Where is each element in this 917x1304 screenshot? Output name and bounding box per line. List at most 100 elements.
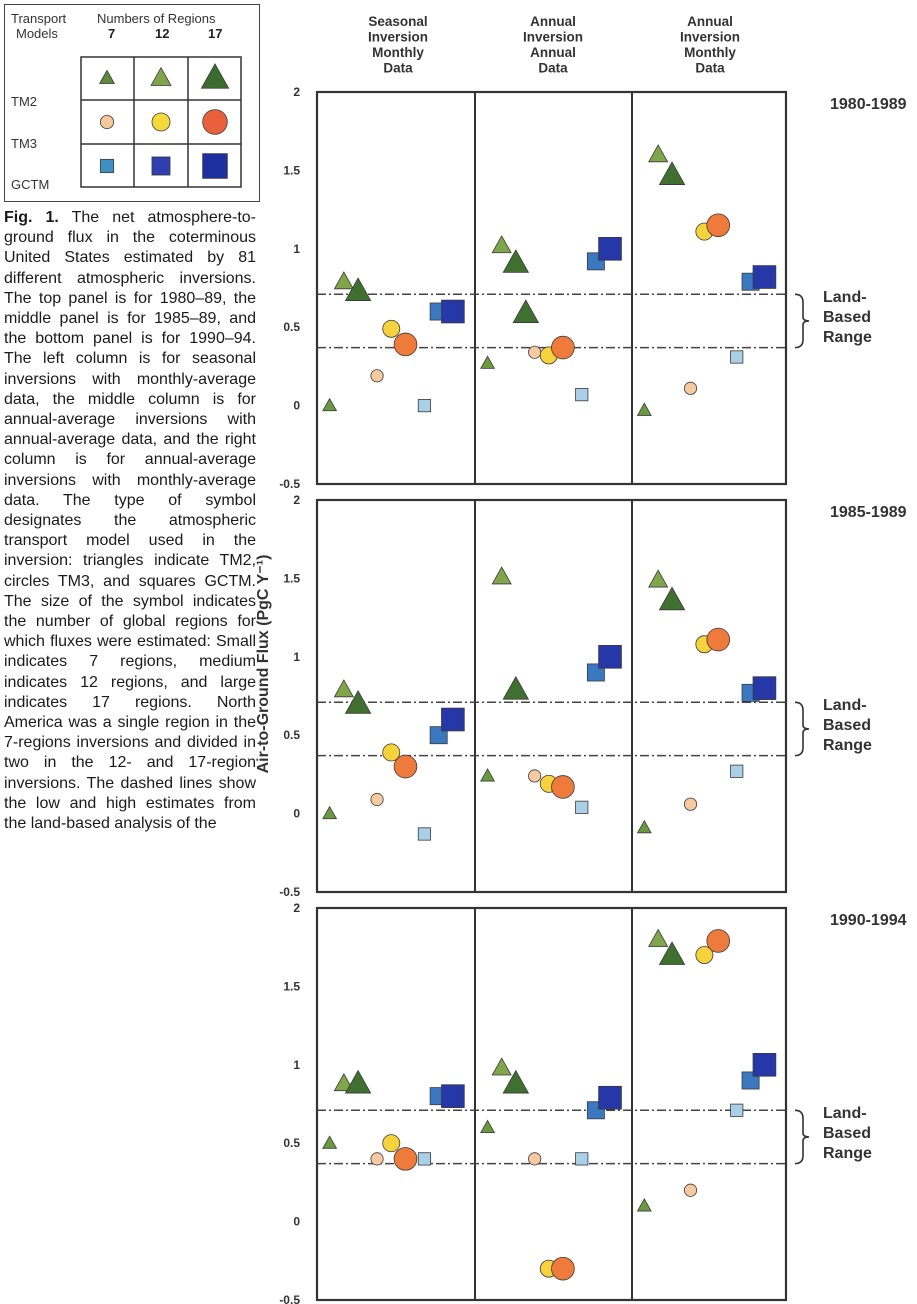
point-tm2-17-regions: [344, 1069, 372, 1094]
column-header-3-line-4: Data: [695, 61, 725, 76]
point-tm2-7-regions: [636, 402, 652, 416]
point-tm2-7-regions: [322, 1135, 338, 1149]
land-based-range-label: Land-: [823, 697, 867, 714]
point-tm2-12-regions: [491, 1057, 512, 1076]
point-tm2-12-regions: [648, 928, 669, 947]
column-header-3-line-3: Monthly: [684, 45, 736, 60]
panel-1990-1994: 2 1.5 1 0.5 0 -0.5 1990-1994 Land- Based Range: [279, 901, 906, 1304]
point-gctm-17-regions: [441, 707, 465, 732]
point-tm3-17-regions: [706, 627, 731, 652]
legend-model-tm3: TM3: [11, 136, 37, 151]
point-tm3-17-regions: [393, 1147, 418, 1171]
caption-text: The net atmosphere-to-ground flux in the…: [4, 209, 256, 833]
column-header-3-line-2: Inversion: [680, 30, 740, 45]
column-header-1-line-2: Inversion: [368, 30, 428, 45]
legend-tm2-7-symbol: [98, 69, 116, 84]
column-header-1-line-4: Data: [383, 61, 413, 76]
legend-tm2-12-symbol: [150, 66, 172, 86]
point-tm2-12-regions: [333, 271, 354, 290]
point-gctm-17-regions: [441, 299, 465, 324]
land-based-brace: [794, 293, 810, 349]
point-tm2-7-regions: [480, 768, 496, 782]
point-tm2-17-regions: [344, 690, 372, 714]
point-tm2-17-regions: [658, 586, 686, 611]
point-tm2-7-regions: [480, 355, 496, 369]
point-gctm-17-regions: [752, 676, 777, 700]
legend-tm2-17-symbol: [200, 63, 230, 89]
panel-1980-1989: 2 1.5 1 0.5 0 -0.5 1980-1989 Land- Based Range: [279, 85, 906, 491]
y-tick-label: 2: [293, 493, 300, 507]
land-based-brace: [794, 1109, 810, 1165]
figure-caption: Fig. 1. The net atmosphere-to-ground flu…: [4, 208, 256, 834]
point-tm3-7-regions: [528, 769, 542, 783]
y-tick-label: -0.5: [279, 477, 300, 491]
point-gctm-7-regions: [730, 764, 744, 778]
land-based-brace: [794, 701, 810, 757]
land-based-range-label: Range: [823, 329, 872, 346]
land-based-range-label: Range: [823, 1145, 872, 1162]
y-tick-label: -0.5: [279, 1293, 300, 1304]
y-tick-label: 0.5: [283, 320, 300, 334]
point-tm3-17-regions: [551, 335, 575, 360]
y-tick-label: -0.5: [279, 885, 300, 899]
legend-header-regions: Numbers of Regions: [97, 11, 216, 26]
point-gctm-7-regions: [575, 388, 589, 402]
point-gctm-7-regions: [730, 1103, 744, 1117]
y-tick-label: 1.5: [283, 571, 300, 585]
point-tm3-7-regions: [528, 1152, 542, 1166]
land-based-range-label: Based: [823, 309, 871, 326]
column-header-3-line-1: Annual: [687, 14, 733, 29]
legend-gctm-17-symbol: [202, 153, 228, 179]
point-tm3-7-regions: [683, 381, 698, 395]
point-tm3-7-regions: [370, 792, 384, 807]
panel-frame: [315, 906, 788, 1302]
y-tick-label: 0: [293, 807, 300, 821]
point-gctm-7-regions: [575, 800, 589, 814]
column-header-2-line-1: Annual: [530, 14, 576, 29]
column-header-2-line-3: Annual: [530, 45, 576, 60]
point-gctm-7-regions: [575, 1152, 589, 1166]
point-tm2-17-regions: [502, 1069, 530, 1094]
y-tick-label: 1: [293, 1058, 300, 1072]
point-gctm-17-regions: [598, 645, 622, 669]
land-based-range-label: Land-: [823, 1105, 867, 1122]
point-tm2-12-regions: [333, 1073, 354, 1092]
point-gctm-7-regions: [417, 1152, 432, 1166]
point-tm2-17-regions: [658, 161, 686, 185]
point-tm3-17-regions: [551, 775, 575, 799]
point-gctm-17-regions: [598, 236, 622, 261]
point-tm3-7-regions: [528, 345, 542, 359]
panel-frame: [315, 90, 788, 486]
land-based-range-label: Based: [823, 1125, 871, 1142]
column-header-2-line-4: Data: [538, 61, 568, 76]
period-label: 1990-1994: [830, 912, 907, 929]
point-tm3-7-regions: [683, 1183, 698, 1197]
point-tm3-12-regions: [382, 1134, 401, 1153]
legend-header-models-line1: Transport: [11, 11, 67, 26]
column-header-1-line-3: Monthly: [372, 45, 424, 60]
y-tick-label: 2: [293, 85, 300, 99]
y-tick-label: 1: [293, 242, 300, 256]
point-tm2-17-regions: [344, 277, 372, 301]
land-based-range-label: Range: [823, 737, 872, 754]
point-gctm-7-regions: [417, 827, 432, 841]
point-tm3-17-regions: [551, 1256, 575, 1281]
legend-symbol-grid: [80, 56, 242, 188]
panel-1985-1989: 2 1.5 1 0.5 0 -0.5 1985-1989 Land- Based Range: [279, 493, 906, 899]
point-tm3-17-regions: [393, 754, 418, 779]
point-tm2-12-regions: [333, 679, 354, 698]
legend-tm3-12-symbol: [151, 112, 171, 132]
point-tm2-12-regions: [491, 235, 512, 254]
legend-region-count-7: 7: [108, 26, 116, 41]
y-tick-label: 2: [293, 901, 300, 915]
point-tm2-7-regions: [636, 1198, 652, 1212]
point-tm3-12-regions: [382, 319, 401, 338]
point-tm2-7-regions: [636, 819, 652, 834]
point-tm2-12-regions: [491, 566, 512, 585]
point-tm3-17-regions: [706, 213, 731, 238]
point-tm3-17-regions: [706, 929, 731, 953]
point-gctm-17-regions: [441, 1084, 465, 1108]
y-tick-label: 1: [293, 650, 300, 664]
point-tm3-17-regions: [393, 332, 418, 357]
point-tm2-17-regions: [658, 941, 686, 965]
